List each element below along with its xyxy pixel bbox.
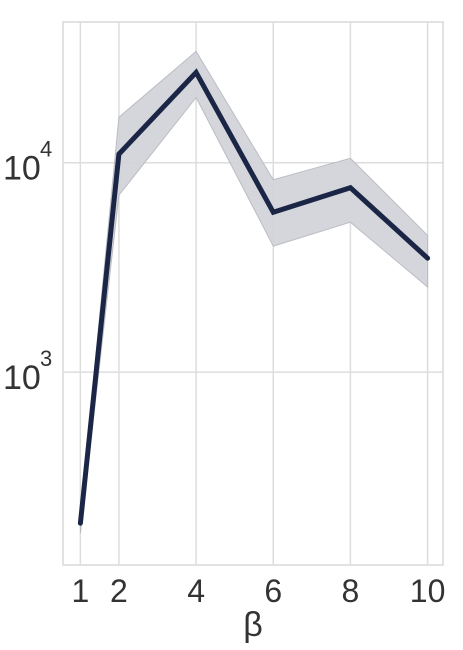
x-tick-label: 4 [187,573,205,609]
x-tick-label: 2 [110,573,128,609]
confidence-band-layer [79,50,429,534]
x-tick-label: 10 [410,573,446,609]
x-gridlines [79,22,429,565]
y-tick-exponent: 4 [40,137,52,162]
confidence-band [79,50,429,534]
y-tick-exponent: 3 [40,346,52,371]
series-line [77,68,431,526]
x-tick-label: 6 [264,573,282,609]
y-tick-label: 103 [3,346,52,397]
x-tick-labels: 1 2 4 6 8 10 [71,573,445,609]
y-tick-label: 104 [3,137,52,188]
x-axis-label: β [243,606,263,644]
x-tick-label: 1 [71,573,89,609]
series-line-layer [77,68,431,526]
x-tick-label: 8 [342,573,360,609]
plot-area [62,21,444,566]
y-tick-base: 10 [3,150,41,188]
y-tick-base: 10 [3,359,41,397]
